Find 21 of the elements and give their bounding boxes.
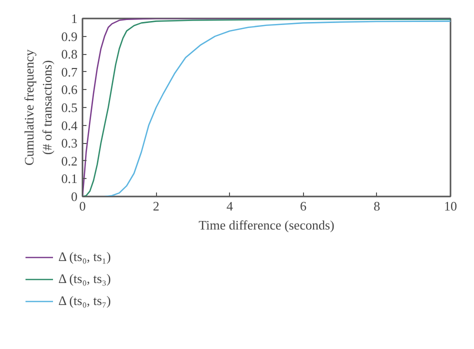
x-tick-label: 2: [152, 198, 160, 214]
legend-label: Δ (ts₀, ts₁): [58, 249, 111, 265]
y-tick-label: 0.9: [61, 28, 78, 44]
y-tick-label: 0.8: [61, 46, 78, 62]
y-tick-label: 0.6: [61, 82, 78, 98]
y-tick-label: 1: [71, 11, 78, 26]
y-tick-label: 0.2: [61, 153, 78, 168]
x-tick-label: 6: [300, 198, 308, 214]
y-tick-label: 0.3: [61, 136, 78, 151]
legend-label: Δ (ts₀, ts₃): [58, 271, 111, 287]
y-axis-title: Cumulative frequency (# of transactions): [21, 49, 54, 166]
y-tick-label: 0.5: [61, 100, 78, 115]
x-tick-label: 4: [226, 198, 234, 214]
y-tick-label: 0.1: [61, 171, 78, 186]
y-tick-label: 0.7: [61, 64, 78, 80]
x-tick-label: 10: [444, 198, 457, 214]
y-tick-label: 0: [71, 189, 78, 204]
legend-label: Δ (ts₀, ts₇): [58, 293, 111, 309]
y-tick-label: 0.4: [61, 118, 78, 133]
x-axis-title: Time difference (seconds): [198, 218, 334, 232]
x-tick-label: 8: [374, 198, 380, 214]
